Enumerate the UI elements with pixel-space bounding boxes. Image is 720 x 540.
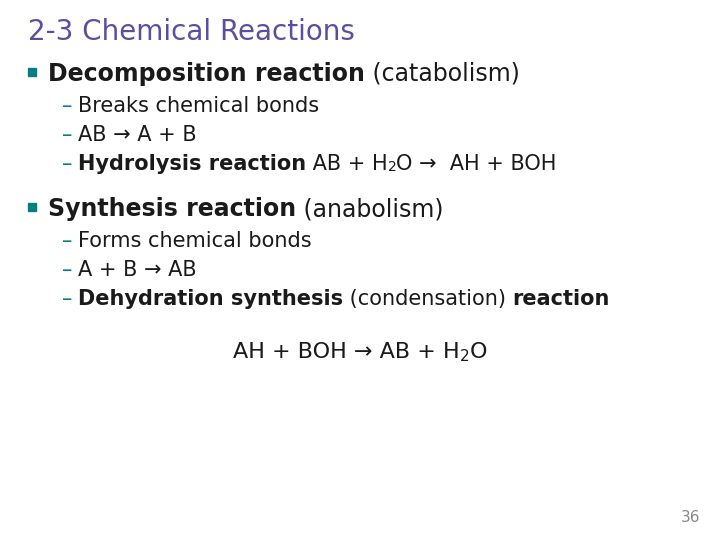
Text: reaction: reaction bbox=[513, 289, 610, 309]
Text: Hydrolysis reaction: Hydrolysis reaction bbox=[78, 154, 306, 174]
Text: 36: 36 bbox=[680, 510, 700, 525]
Text: Forms chemical bonds: Forms chemical bonds bbox=[78, 231, 312, 251]
Text: 2: 2 bbox=[388, 160, 397, 174]
Bar bbox=[28, 68, 36, 76]
Text: (anabolism): (anabolism) bbox=[296, 197, 444, 221]
Text: Decomposition reaction: Decomposition reaction bbox=[48, 62, 365, 86]
Text: O →  AH + BOH: O → AH + BOH bbox=[397, 154, 557, 174]
Text: AB → A + B: AB → A + B bbox=[78, 125, 197, 145]
Bar bbox=[28, 203, 36, 211]
Text: (catabolism): (catabolism) bbox=[365, 62, 520, 86]
Text: –: – bbox=[62, 125, 73, 145]
Text: 2: 2 bbox=[460, 349, 469, 364]
Text: –: – bbox=[62, 289, 73, 309]
Text: –: – bbox=[62, 231, 73, 251]
Text: (condensation): (condensation) bbox=[343, 289, 513, 309]
Text: –: – bbox=[62, 96, 73, 116]
Text: O: O bbox=[469, 342, 487, 362]
Text: –: – bbox=[62, 260, 73, 280]
Text: –: – bbox=[62, 154, 73, 174]
Text: 2-3 Chemical Reactions: 2-3 Chemical Reactions bbox=[28, 18, 355, 46]
Text: Dehydration synthesis: Dehydration synthesis bbox=[78, 289, 343, 309]
Text: A + B → AB: A + B → AB bbox=[78, 260, 197, 280]
Text: Breaks chemical bonds: Breaks chemical bonds bbox=[78, 96, 319, 116]
Text: Synthesis reaction: Synthesis reaction bbox=[48, 197, 296, 221]
Text: AB + H: AB + H bbox=[306, 154, 388, 174]
Text: AH + BOH → AB + H: AH + BOH → AB + H bbox=[233, 342, 460, 362]
